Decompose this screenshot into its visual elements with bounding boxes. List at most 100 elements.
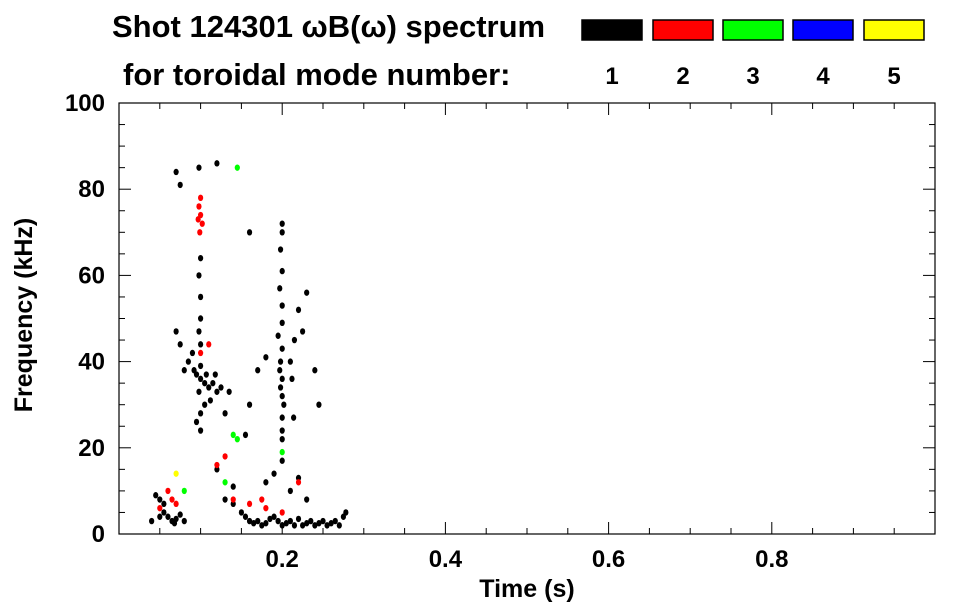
legend-swatch-5 <box>863 19 925 41</box>
mode-1-point <box>214 388 220 395</box>
mode-1-point <box>291 336 298 344</box>
mode-1-point <box>173 515 179 523</box>
mode-1-point <box>279 319 285 327</box>
mode-1-point <box>279 522 285 529</box>
mode-1-point <box>161 500 167 508</box>
mode-1-point <box>312 522 318 529</box>
mode-1-point <box>279 345 285 352</box>
mode-2-point <box>279 509 285 516</box>
mode-1-point <box>218 384 224 391</box>
mode-1-point <box>173 168 179 176</box>
mode-1-point <box>207 397 213 404</box>
mode-1-point <box>300 522 306 529</box>
mode-2-point <box>173 500 179 508</box>
mode-1-point <box>279 220 285 227</box>
mode-2-point <box>195 216 201 223</box>
mode-1-point <box>214 160 220 167</box>
y-tick-label: 40 <box>78 349 105 376</box>
y-tick-label: 60 <box>78 262 105 289</box>
mode-1-point <box>255 367 261 374</box>
mode-1-point <box>191 367 197 374</box>
legend-label-5: 5 <box>887 63 900 90</box>
mode-1-point <box>291 522 298 529</box>
y-axis-label: Frequency (kHz) <box>10 218 38 412</box>
chart-subtitle: for toroidal mode number: <box>123 57 511 92</box>
chart-title: Shot 124301 ωB(ω) spectrum <box>112 9 545 44</box>
mode-1-point <box>324 522 330 529</box>
mode-1-point <box>181 517 187 525</box>
mode-1-point <box>279 457 285 464</box>
mode-1-point <box>177 511 183 518</box>
mode-1-point <box>277 358 284 365</box>
mode-2-point <box>263 504 269 512</box>
mode-1-point <box>157 496 163 503</box>
mode-1-point <box>222 496 228 503</box>
mode-3-point <box>230 431 236 439</box>
mode-1-point <box>271 470 277 477</box>
y-tick-label: 0 <box>92 521 105 548</box>
mode-2-point <box>197 229 203 236</box>
mode-1-point <box>177 341 183 348</box>
mode-2-point <box>295 479 302 486</box>
plot-frame <box>118 102 936 535</box>
mode-1-point <box>277 246 284 253</box>
mode-1-point <box>300 328 306 335</box>
y-tick-label: 100 <box>65 90 105 117</box>
mode-1-point <box>230 483 236 490</box>
mode-1-point <box>196 388 202 395</box>
mode-1-point <box>281 401 287 408</box>
mode-3-point <box>181 487 187 495</box>
mode-1-point <box>328 520 334 527</box>
mode-1-point <box>291 414 297 421</box>
mode-1-point <box>279 435 285 443</box>
x-tick-label: 0.2 <box>266 546 299 573</box>
mode-1-point <box>263 479 269 486</box>
x-tick-label: 0.8 <box>755 546 788 573</box>
mode-2-point <box>214 461 220 469</box>
mode-1-point <box>295 515 302 523</box>
mode-2-point <box>199 220 205 227</box>
mode-1-point <box>198 410 204 417</box>
legend: 1 2 3 4 5 <box>581 19 925 90</box>
mode-1-point <box>198 375 204 383</box>
legend-label-4: 4 <box>816 63 830 90</box>
mode-1-point <box>279 414 285 421</box>
y-tick-label: 20 <box>78 435 105 462</box>
mode-1-point <box>185 358 191 365</box>
mode-1-point <box>242 431 249 439</box>
mode-2-point <box>169 496 175 503</box>
mode-1-point <box>161 509 167 516</box>
mode-1-point <box>193 418 200 426</box>
mode-1-point <box>267 515 273 523</box>
mode-2-point <box>222 453 228 460</box>
mode-1-point <box>287 487 293 495</box>
mode-2-point <box>196 203 202 210</box>
mode-1-point <box>222 410 228 417</box>
legend-label-1: 1 <box>605 63 618 90</box>
mode-2-point <box>198 194 204 202</box>
mode-1-point <box>287 358 293 365</box>
mode-1-point <box>312 367 318 374</box>
x-axis-label: Time (s) <box>479 575 574 603</box>
mode-1-point <box>275 517 281 525</box>
mode-1-point <box>320 517 326 525</box>
axis-ticks <box>119 102 935 535</box>
mode-1-point <box>263 520 269 527</box>
legend-swatch-4 <box>792 19 854 41</box>
mode-1-point <box>206 384 212 391</box>
mode-1-point <box>316 401 322 408</box>
mode-1-point <box>287 517 293 525</box>
mode-1-point <box>202 379 208 387</box>
axis-tick-labels: 0 20 40 60 80 100 0.2 0.4 0.6 0.8 <box>65 90 789 573</box>
mode-1-point <box>279 267 285 275</box>
mode-1-point <box>255 517 261 525</box>
mode-1-point <box>153 492 159 499</box>
x-tick-label: 0.6 <box>592 546 625 573</box>
mode-3-point <box>279 448 285 456</box>
mode-1-point <box>277 367 283 374</box>
legend-swatch-3 <box>722 19 784 41</box>
mode-1-point <box>149 517 155 525</box>
mode-1-point <box>283 520 289 527</box>
mode-1-point <box>277 384 284 391</box>
